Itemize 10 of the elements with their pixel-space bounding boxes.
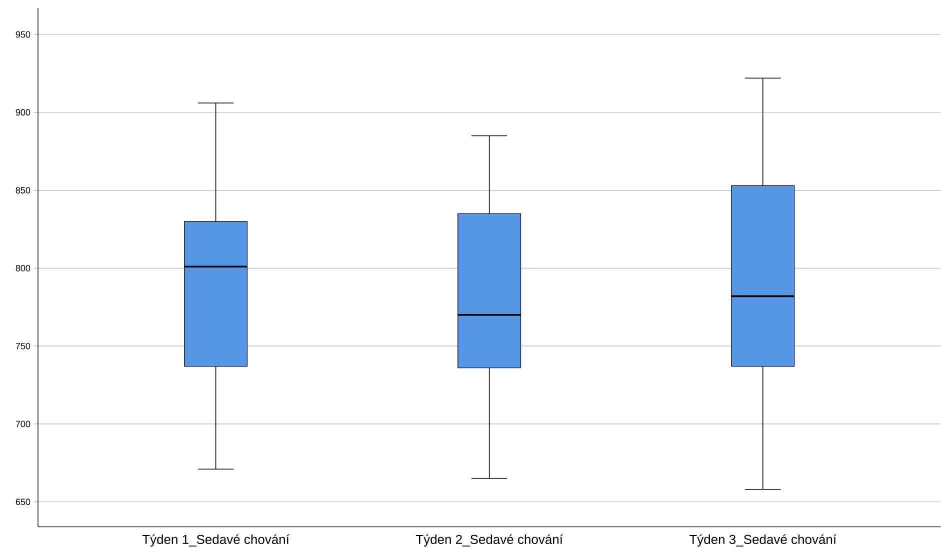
- y-tick-label: 750: [16, 342, 30, 350]
- y-tick-label: 700: [16, 420, 30, 428]
- y-tick-label: 950: [16, 31, 30, 38]
- x-tick-label: Týden 3_Sedavé chování: [689, 534, 836, 547]
- y-tick-label: 850: [16, 187, 30, 194]
- y-tick-label: 800: [16, 265, 30, 272]
- y-tick-label: 650: [16, 498, 30, 506]
- x-tick-label: Týden 1_Sedavé chování: [142, 534, 290, 547]
- x-tick-label: Týden 2_Sedavé chování: [416, 534, 563, 547]
- y-tick-label: 900: [16, 109, 30, 116]
